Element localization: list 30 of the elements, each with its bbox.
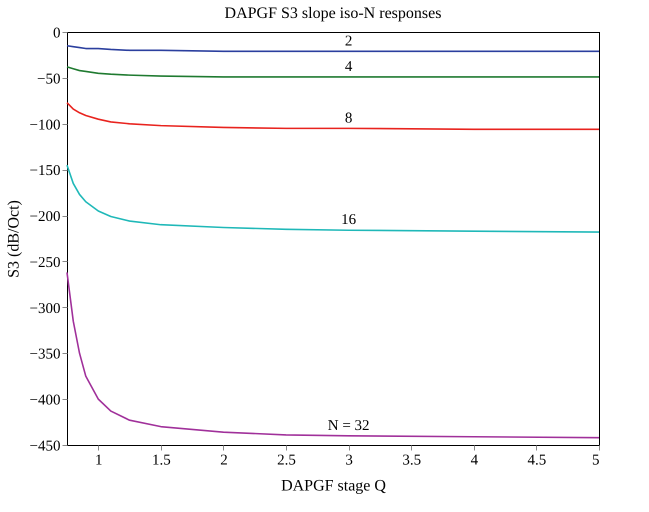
series-label: 8 bbox=[344, 110, 352, 126]
x-tick-label: 5 bbox=[592, 452, 600, 468]
x-tick-label: 4 bbox=[470, 452, 479, 468]
y-tick-label: −450 bbox=[30, 438, 60, 454]
x-tick-label: 1.5 bbox=[152, 452, 171, 468]
series-label: 16 bbox=[341, 212, 357, 228]
y-tick-label: −350 bbox=[30, 346, 60, 363]
y-axis-title: S3 (dB/Oct) bbox=[6, 200, 23, 278]
line-series bbox=[66, 102, 600, 130]
x-tick-label: 4.5 bbox=[528, 452, 546, 468]
y-tick-label: −250 bbox=[30, 254, 60, 271]
y-tick-label: −400 bbox=[30, 392, 60, 409]
x-tick-label: 3 bbox=[345, 452, 353, 468]
series-label: 4 bbox=[344, 58, 353, 75]
x-tick-label: 2 bbox=[220, 452, 228, 468]
y-tick-label: −150 bbox=[30, 163, 60, 180]
x-tick-label: 3.5 bbox=[402, 452, 422, 468]
y-tick-label: −100 bbox=[30, 117, 60, 134]
series-label: 2 bbox=[344, 33, 352, 50]
series-label: N = 32 bbox=[328, 418, 370, 434]
line-series bbox=[66, 164, 600, 233]
y-tick-label: −50 bbox=[37, 71, 60, 88]
x-tick-label: 2.5 bbox=[277, 452, 296, 468]
y-tick-label: −200 bbox=[30, 209, 60, 226]
x-tick-label: 1 bbox=[95, 452, 103, 468]
y-tick-label: −300 bbox=[30, 300, 60, 317]
line-series bbox=[66, 272, 600, 438]
x-axis-title: DAPGF stage Q bbox=[281, 478, 386, 494]
chart-title: DAPGF S3 slope iso-N responses bbox=[224, 5, 442, 22]
y-tick-label: 0 bbox=[53, 26, 60, 42]
